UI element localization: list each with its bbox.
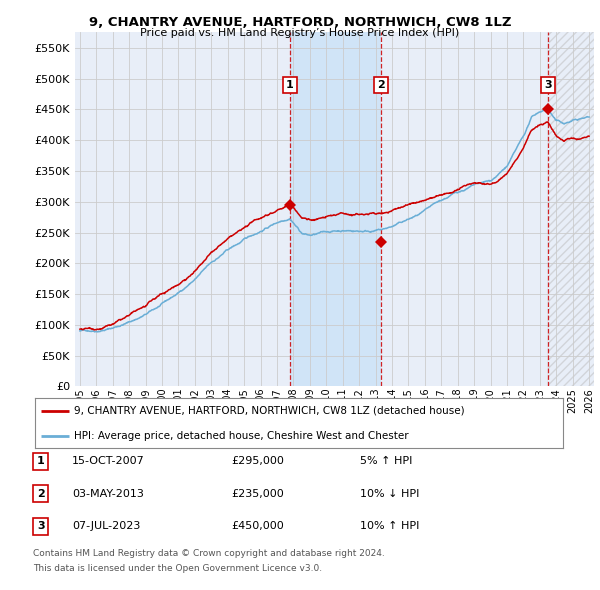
Text: 2: 2 xyxy=(37,489,44,499)
Text: 15-OCT-2007: 15-OCT-2007 xyxy=(72,457,145,466)
Text: 10% ↓ HPI: 10% ↓ HPI xyxy=(360,489,419,499)
Text: 1: 1 xyxy=(37,457,44,466)
Text: £450,000: £450,000 xyxy=(231,522,284,531)
Text: 5% ↑ HPI: 5% ↑ HPI xyxy=(360,457,412,466)
Text: 07-JUL-2023: 07-JUL-2023 xyxy=(72,522,140,531)
Text: 10% ↑ HPI: 10% ↑ HPI xyxy=(360,522,419,531)
Bar xyxy=(290,32,382,386)
Text: £235,000: £235,000 xyxy=(231,489,284,499)
Text: This data is licensed under the Open Government Licence v3.0.: This data is licensed under the Open Gov… xyxy=(33,565,322,573)
Text: 2: 2 xyxy=(377,80,385,90)
Text: HPI: Average price, detached house, Cheshire West and Chester: HPI: Average price, detached house, Ches… xyxy=(74,431,409,441)
Text: 9, CHANTRY AVENUE, HARTFORD, NORTHWICH, CW8 1LZ: 9, CHANTRY AVENUE, HARTFORD, NORTHWICH, … xyxy=(89,16,511,29)
Text: 9, CHANTRY AVENUE, HARTFORD, NORTHWICH, CW8 1LZ (detached house): 9, CHANTRY AVENUE, HARTFORD, NORTHWICH, … xyxy=(74,406,465,416)
Text: £295,000: £295,000 xyxy=(231,457,284,466)
Text: 1: 1 xyxy=(286,80,294,90)
Text: 03-MAY-2013: 03-MAY-2013 xyxy=(72,489,144,499)
Text: Contains HM Land Registry data © Crown copyright and database right 2024.: Contains HM Land Registry data © Crown c… xyxy=(33,549,385,558)
Text: 3: 3 xyxy=(545,80,552,90)
Text: Price paid vs. HM Land Registry’s House Price Index (HPI): Price paid vs. HM Land Registry’s House … xyxy=(140,28,460,38)
Text: 3: 3 xyxy=(37,522,44,531)
Bar xyxy=(548,32,594,386)
Bar xyxy=(548,32,594,386)
Bar xyxy=(548,32,594,386)
